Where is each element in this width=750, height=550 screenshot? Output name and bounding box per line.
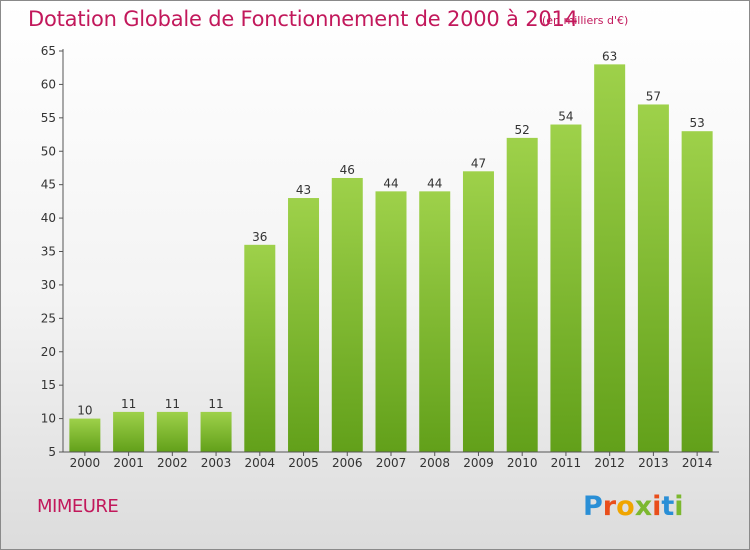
- data-label: 11: [208, 397, 223, 411]
- x-tick-label: 2011: [551, 456, 582, 470]
- x-tick-label: 2008: [419, 456, 450, 470]
- data-label: 36: [252, 230, 267, 244]
- data-label: 43: [296, 183, 311, 197]
- bar: [200, 411, 232, 452]
- data-label: 63: [602, 49, 617, 63]
- bar: [69, 418, 101, 452]
- data-label: 10: [77, 404, 92, 418]
- data-label: 44: [427, 176, 442, 190]
- bar: [462, 171, 494, 453]
- logo-letter: P: [583, 491, 603, 522]
- y-tick-label: 15: [41, 378, 56, 392]
- logo-letter: o: [616, 491, 635, 522]
- data-label: 46: [340, 163, 355, 177]
- x-tick-label: 2001: [113, 456, 144, 470]
- logo-letter: i: [652, 491, 662, 522]
- y-tick-label: 40: [41, 211, 56, 225]
- bar: [550, 124, 582, 453]
- x-tick-label: 2013: [638, 456, 669, 470]
- y-tick-label: 45: [41, 178, 56, 192]
- y-tick-label: 25: [41, 311, 56, 325]
- y-tick-label: 35: [41, 245, 56, 259]
- chart-subtitle: (en milliers d'€): [542, 14, 629, 27]
- x-tick-label: 2014: [682, 456, 713, 470]
- bar: [506, 137, 538, 452]
- bar: [419, 191, 451, 452]
- x-tick-label: 2004: [245, 456, 276, 470]
- y-tick-label: 10: [41, 412, 56, 426]
- logo-letter: i: [674, 491, 684, 522]
- logo-letter: r: [602, 491, 617, 522]
- commune-name: MIMEURE: [37, 496, 119, 517]
- y-tick-label: 20: [41, 345, 56, 359]
- y-tick-label: 60: [41, 77, 56, 91]
- data-label: 44: [383, 176, 398, 190]
- data-label: 53: [689, 116, 704, 130]
- y-tick-label: 30: [41, 278, 56, 292]
- proxiti-logo: Proxiti: [583, 491, 684, 522]
- x-tick-label: 2009: [463, 456, 494, 470]
- bar: [113, 411, 145, 452]
- bar: [594, 64, 626, 452]
- bar: [288, 198, 320, 452]
- y-tick-label: 55: [41, 111, 56, 125]
- x-tick-label: 2007: [376, 456, 407, 470]
- data-label: 11: [165, 397, 180, 411]
- x-tick-label: 2003: [201, 456, 232, 470]
- bar: [681, 131, 713, 452]
- x-tick-label: 2012: [594, 456, 625, 470]
- logo-letter: t: [661, 491, 675, 522]
- data-label: 54: [558, 110, 573, 124]
- data-label: 57: [646, 89, 661, 103]
- chart-title: Dotation Globale de Fonctionnement de 20…: [28, 7, 578, 31]
- y-tick-label: 65: [41, 44, 56, 58]
- x-tick-label: 2002: [157, 456, 188, 470]
- y-tick-label: 50: [41, 144, 56, 158]
- y-tick-label: 5: [48, 445, 56, 459]
- x-tick-label: 2010: [507, 456, 538, 470]
- bar: [331, 177, 363, 452]
- bar: [375, 191, 407, 452]
- bar: [156, 411, 188, 452]
- data-label: 52: [515, 123, 530, 137]
- bar: [637, 104, 669, 452]
- data-label: 47: [471, 156, 486, 170]
- logo-letter: x: [634, 491, 653, 522]
- x-tick-label: 2006: [332, 456, 363, 470]
- bar: [244, 244, 276, 452]
- x-tick-label: 2005: [288, 456, 319, 470]
- data-label: 11: [121, 397, 136, 411]
- x-tick-label: 2000: [70, 456, 101, 470]
